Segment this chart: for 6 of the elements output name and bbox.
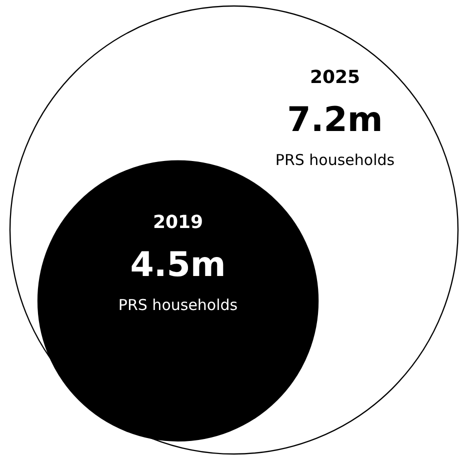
data-label: 4.5m — [130, 244, 226, 285]
text: PRS households — [118, 296, 238, 314]
data-label: 7.2m — [287, 100, 383, 140]
category-label: 2025 — [310, 67, 360, 88]
category-label: 2019 — [152, 212, 204, 233]
text: PRS households — [275, 151, 395, 169]
